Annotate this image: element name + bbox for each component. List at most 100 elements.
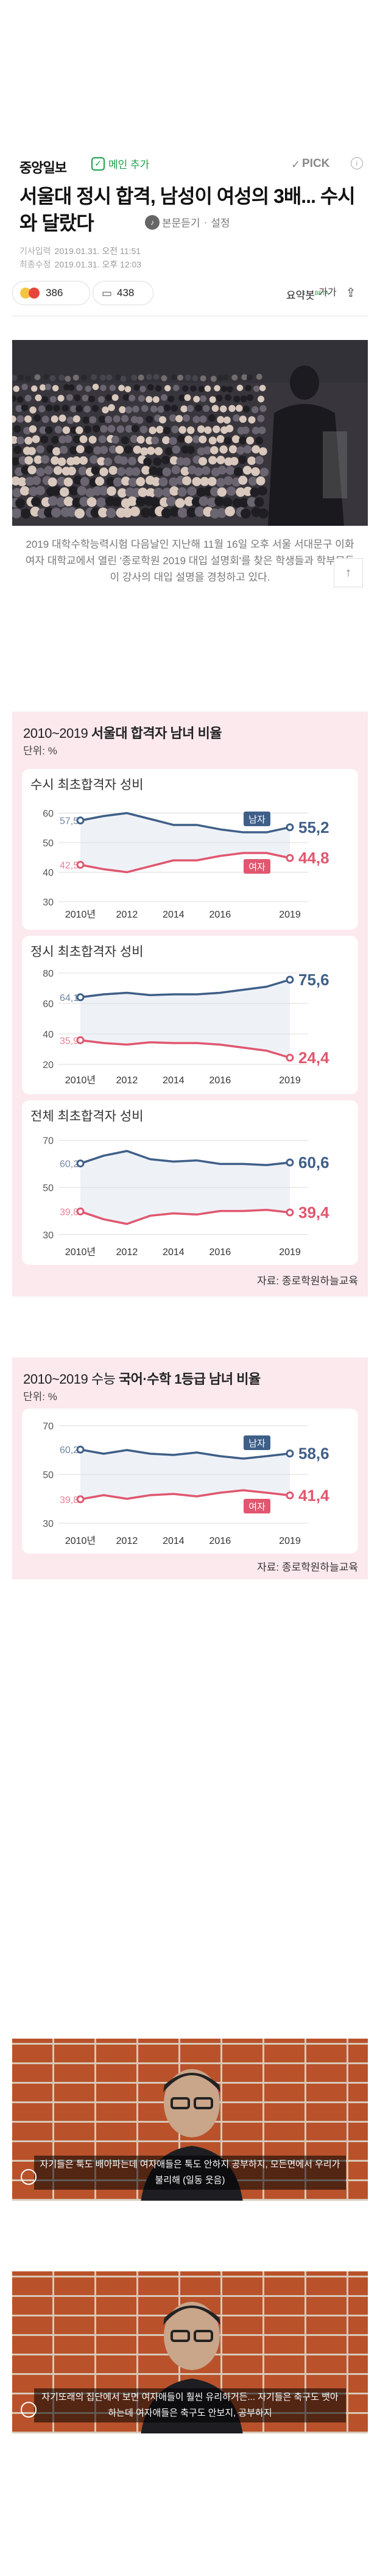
chart-title: 2010~2019 서울대 합격자 남녀 비율	[23, 723, 222, 742]
y-tick-label: 70	[43, 1136, 54, 1147]
start-value-label: 42,5	[60, 860, 79, 871]
x-tick-label: 2012	[116, 1075, 138, 1086]
reaction-count: 386	[46, 287, 63, 299]
summary-bot-button[interactable]: 요약봇BETA	[286, 281, 329, 305]
x-tick-label: 2016	[209, 910, 231, 920]
video-still-1[interactable]: 자기들은 툭도 배아파는데 여자애들은 툭도 안하지 공부하지, 모든면에서 우…	[12, 2039, 368, 2201]
check-icon: ✓	[91, 157, 105, 171]
x-tick-label: 2019	[279, 1536, 301, 1546]
line-chart-total: 30 50 70 2010년 2012 2014 2016 2019 60,2 60,6 39,8 3…	[43, 1136, 329, 1258]
x-tick-label: 2014	[163, 910, 185, 920]
summary-label: 요약봇	[286, 289, 315, 302]
listen-label: 본문듣기	[162, 218, 200, 229]
channel-logo-icon	[21, 2169, 37, 2185]
add-main-button[interactable]: ✓ 메인 추가	[91, 156, 149, 171]
font-size-label: 가가	[318, 288, 337, 298]
x-tick-label: 2014	[163, 1536, 185, 1546]
video-subtitle: 자기들은 툭도 배아파는데 여자애들은 툭도 안하지 공부하지, 모든면에서 우…	[34, 2156, 346, 2190]
data-point	[76, 993, 85, 1002]
chart-panel-grade1: 2010~2019 수능 국어·수학 1등급 남녀 비율 단위: % 30 50 7…	[12, 1357, 368, 1579]
smile-emoji-icon	[20, 288, 31, 299]
y-tick-label: 30	[43, 1519, 54, 1529]
legend-label: 남자	[248, 815, 266, 825]
published-date: 기사입력 2019.01.31. 오전 11:51	[19, 246, 141, 256]
x-tick-label: 2014	[163, 1247, 185, 1258]
chart-subtitle: 전체 최초합격자 성비	[30, 1109, 144, 1123]
data-point	[76, 860, 85, 869]
line-chart-susi: 30 40 50 60 2010년 2012 2014 2016 2019 57,5 55,2 42,…	[43, 809, 329, 920]
chart-title-prefix: 2010~2019 수능	[23, 1371, 119, 1387]
legend-badge	[244, 812, 270, 827]
info-icon[interactable]: i	[351, 157, 363, 169]
end-value-label: 39,4	[298, 1203, 329, 1222]
chart-card-total: 전체 최초합격자 성비 30 50 70 2010년 2012 2014 2016 2019 6…	[22, 1100, 358, 1265]
data-point	[286, 854, 294, 862]
y-tick-label: 20	[43, 1060, 54, 1070]
end-value-label: 41,4	[298, 1486, 329, 1504]
legend-badge	[244, 1435, 270, 1450]
comment-button[interactable]: ▭ 438	[93, 281, 153, 305]
add-main-label: 메인 추가	[108, 159, 150, 171]
chart-source: 자료: 종로학원하늘교육	[257, 1562, 358, 1573]
pick-check-icon: ✓	[291, 158, 301, 171]
legend-badge	[244, 1499, 270, 1513]
data-point	[286, 1158, 294, 1167]
y-tick-label: 30	[43, 1230, 54, 1240]
photo-caption: 2019 대학수학능력시험 다음날인 지난해 11월 16일 오후 서울 서대문…	[25, 539, 355, 583]
channel-logo-icon	[21, 2402, 37, 2418]
listen-button[interactable]: ♪ 본문듣기 · 설정	[145, 214, 230, 230]
y-tick-label: 30	[43, 897, 54, 908]
chart-title-prefix: 2010~2019	[23, 726, 91, 741]
data-point	[286, 823, 294, 832]
legend-label: 여자	[248, 862, 266, 872]
publisher-logo[interactable]: 중앙일보	[19, 160, 67, 176]
x-tick-label: 2016	[209, 1536, 231, 1546]
beta-badge: BETA	[314, 290, 329, 296]
data-point	[76, 1207, 85, 1215]
end-value-label: 44,8	[298, 849, 329, 867]
start-value-label: 39,8	[60, 1495, 79, 1506]
y-tick-label: 50	[43, 1470, 54, 1481]
end-value-label: 24,4	[298, 1049, 329, 1067]
series-line-1	[80, 1039, 290, 1059]
share-icon[interactable]: ⇪	[345, 286, 356, 300]
settings-label[interactable]: 설정	[211, 218, 230, 229]
series-line-0	[80, 812, 290, 833]
y-tick-label: 60	[43, 999, 54, 1010]
video-subtitle: 자기또래의 집단에서 보면 여자애들이 훨씬 유리하거든... 자기들은 축구도…	[34, 2388, 346, 2422]
y-tick-label: 60	[43, 809, 54, 819]
data-point	[286, 1491, 294, 1499]
x-tick-label: 2012	[116, 1536, 138, 1546]
font-size-button[interactable]: 가가	[315, 281, 340, 305]
headphone-icon: ♪	[145, 214, 160, 230]
x-tick-label: 2019	[279, 1247, 301, 1258]
series-line-0	[80, 978, 290, 999]
chart-title-main: 서울대 합격자 남녀 비율	[91, 726, 222, 741]
data-point	[76, 1036, 85, 1044]
article-photo[interactable]	[12, 340, 368, 526]
x-tick-label: 2016	[209, 1247, 231, 1258]
pick-label[interactable]: PICK	[302, 157, 330, 170]
chart-subtitle: 정시 최초합격자 성비	[30, 945, 144, 959]
series-line-0	[80, 1448, 290, 1460]
x-tick-label: 2012	[116, 910, 138, 920]
video-still-2[interactable]: 자기또래의 집단에서 보면 여자애들이 훨씬 유리하거든... 자기들은 축구도…	[12, 2271, 368, 2433]
chart-title: 2010~2019 수능 국어·수학 1등급 남녀 비율	[23, 1368, 261, 1388]
article-header: 중앙일보 ✓ 메인 추가 ✓ PICK i 서울대 정시 합격, 남성이 여성의…	[0, 0, 380, 317]
end-value-label: 60,6	[298, 1153, 329, 1172]
data-point	[76, 816, 85, 825]
data-point	[286, 975, 294, 984]
scroll-top-button[interactable]: ↑	[334, 558, 363, 587]
data-point	[76, 1159, 85, 1168]
chart-title-main: 국어·수학 1등급 남녀 비율	[118, 1371, 261, 1387]
article-title: 서울대 정시 합격, 남성이 여성의 3배... 수시와 달랐다	[19, 185, 356, 234]
series-line-1	[80, 1208, 290, 1225]
unit-label: 단위: %	[23, 745, 57, 757]
y-tick-label: 80	[43, 969, 54, 979]
angry-emoji-icon	[29, 288, 40, 299]
line-chart-jeongsi: 20 40 60 80 2010년 2012 2014 2016 2019 64,1 75,6 35,…	[43, 969, 329, 1086]
chart-card-susi: 수시 최초합격자 성비 30 40 50 60 2010년 2012 2014 2016 201…	[22, 769, 358, 930]
x-tick-label: 2012	[116, 1247, 138, 1258]
reaction-button[interactable]: 386	[12, 281, 90, 305]
data-point	[286, 1053, 294, 1062]
